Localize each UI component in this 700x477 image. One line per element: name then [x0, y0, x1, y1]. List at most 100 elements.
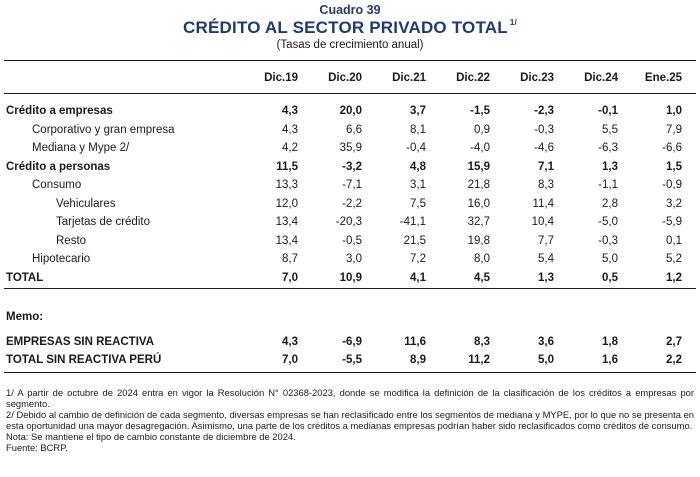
cell-value: 4,5 — [474, 271, 490, 284]
cell-value: 10,9 — [339, 271, 362, 284]
cell-value: 11,6 — [404, 335, 426, 348]
cell-value: 8,7 — [282, 253, 298, 265]
footnote: 1/ A partir de octubre de 2024 entra en … — [6, 387, 694, 409]
cell-value: -20,3 — [335, 216, 362, 228]
column-header-row: Dic.19 Dic.20 Dic.21 Dic.22 Dic.23 Dic.2… — [4, 69, 696, 88]
column-header: Dic.20 — [328, 72, 362, 84]
cell-value: -1,5 — [470, 105, 490, 117]
table-number: Cuadro 39 — [319, 3, 381, 17]
cell-value: 5,2 — [666, 253, 682, 265]
memo-row: EMPRESAS SIN REACTIVA 4,3 -6,9 11,6 8,3 3,6 1,… — [4, 333, 696, 352]
cell-value: -5,9 — [662, 216, 682, 228]
cell-value: 7,5 — [410, 197, 426, 210]
cell-value: 5,5 — [602, 123, 618, 136]
cell-value: 5,0 — [538, 354, 554, 366]
cell-value: 11,4 — [532, 197, 554, 210]
cell-value: 19,8 — [467, 234, 490, 247]
total-rule — [4, 288, 696, 289]
cell-value: 1,3 — [602, 160, 618, 173]
column-header: Dic.21 — [392, 72, 426, 84]
footnote: Fuente: BCRP. — [6, 442, 68, 453]
table-row: Corporativo y gran empresa 4,3 6,6 8,1 0,9 -0… — [4, 121, 696, 140]
table-subtitle: (Tasas de crecimiento anual) — [276, 39, 424, 51]
cell-value: 32,7 — [467, 216, 490, 228]
row-label: Hipotecario — [32, 253, 91, 265]
cell-value: -0,4 — [406, 142, 426, 154]
footnote: Nota: Se mantiene el tipo de cambio cons… — [6, 431, 296, 442]
row-label: Crédito a empresas — [6, 105, 113, 117]
empty-cell — [376, 308, 440, 327]
row-label: Consumo — [32, 179, 82, 191]
cell-value: -6,6 — [662, 142, 682, 154]
cell-value: 8,0 — [474, 253, 490, 265]
cell-value: 7,2 — [410, 253, 426, 265]
memo-label: Memo: — [6, 311, 44, 323]
cell-value: 3,7 — [410, 105, 426, 117]
cell-value: 5,0 — [602, 253, 618, 265]
header-rule — [4, 93, 696, 94]
cell-value: -0,1 — [598, 105, 618, 117]
empty-cell — [312, 308, 376, 327]
row-label: EMPRESAS SIN REACTIVA — [6, 335, 155, 348]
cell-value: 13,4 — [275, 216, 298, 228]
table-row: TOTAL 7,0 10,9 4,1 4,5 1,3 0,5 1,2 — [4, 269, 696, 288]
column-header: Dic.22 — [456, 72, 490, 84]
cell-value: 7,0 — [282, 271, 298, 284]
cell-value: -2,2 — [342, 197, 362, 210]
cell-value: 4,3 — [282, 105, 298, 117]
row-label: Mediana y Mype 2/ — [32, 142, 130, 154]
cell-value: 16,0 — [467, 197, 490, 210]
cell-value: 6,6 — [346, 123, 362, 136]
cell-value: 13,3 — [275, 179, 298, 191]
cell-value: 2,8 — [602, 197, 618, 210]
cell-value: -0,9 — [662, 179, 682, 191]
table-row: Vehiculares 12,0 -2,2 7,5 16,0 11,4 2,8 3,2 — [4, 195, 696, 214]
cell-value: 3,1 — [410, 179, 426, 191]
table-title: CRÉDITO AL SECTOR PRIVADO TOTAL 1/ — [0, 18, 700, 38]
cell-value: 10,4 — [531, 216, 554, 228]
row-label: Vehiculares — [56, 197, 116, 210]
memo-table: Memo: EMPRESAS SIN REACTIVA 4,3 -6,9 11,6 8,3… — [4, 308, 696, 370]
empty-cell — [248, 308, 312, 327]
column-header: Dic.24 — [584, 72, 618, 84]
cell-value: 12,0 — [275, 197, 298, 210]
footnote: 2/ Debido al cambio de definición de cad… — [6, 409, 694, 431]
cell-value: 11,5 — [276, 160, 298, 173]
column-header: Dic.23 — [520, 72, 554, 84]
cell-value: 7,0 — [282, 354, 298, 366]
table-row: Crédito a personas 11,5 -3,2 4,8 15,9 7,1 1,3 1… — [4, 158, 696, 177]
cell-value: 2,7 — [666, 335, 682, 348]
column-header: Dic.19 — [264, 72, 298, 84]
row-label: Tarjetas de crédito — [56, 216, 150, 228]
cell-value: 1,8 — [602, 335, 618, 348]
cell-value: 3,2 — [666, 197, 682, 210]
cell-value: 0,5 — [602, 271, 618, 284]
cell-value: -5,0 — [598, 216, 618, 228]
cell-value: -0,5 — [342, 234, 362, 247]
row-label: Crédito a personas — [6, 160, 111, 173]
cell-value: 11,2 — [468, 354, 490, 366]
memo-row: TOTAL SIN REACTIVA PERÚ 7,0 -5,5 8,9 11,2 5,0… — [4, 351, 696, 370]
row-label: Corporativo y gran empresa — [32, 123, 175, 136]
cell-value: 20,0 — [339, 105, 362, 117]
cell-value: -41,1 — [399, 216, 426, 228]
cell-value: 1,0 — [666, 105, 682, 117]
cell-value: 5,4 — [538, 253, 554, 265]
cell-value: 4,2 — [282, 142, 298, 154]
cell-value: 3,0 — [346, 253, 362, 265]
cell-value: 2,2 — [666, 354, 682, 366]
table-row: Mediana y Mype 2/4,2 35,9 -0,4 -4,0 -4,6 -6,3… — [4, 139, 696, 158]
column-header-label — [4, 69, 248, 88]
cell-value: 1,6 — [602, 354, 618, 366]
cell-value: -1,1 — [598, 179, 618, 191]
bottom-rule — [4, 372, 696, 374]
footnotes: 1/ A partir de octubre de 2024 entra en … — [6, 387, 694, 453]
cell-value: -6,9 — [342, 335, 362, 348]
table-row: Resto 13,4 -0,5 21,5 19,8 7,7 -0,3 0,1 — [4, 232, 696, 251]
empty-cell — [504, 308, 568, 327]
table-row: Consumo 13,3 -7,1 3,1 21,8 8,3 -1,1 -0,9 — [4, 176, 696, 195]
credit-growth-table: Crédito a empresas 4,3 20,0 3,7 -1,5 -2,3 -0,1… — [4, 102, 696, 287]
cell-value: 3,6 — [538, 335, 554, 348]
cell-value: 0,9 — [474, 123, 490, 136]
cell-value: -4,0 — [470, 142, 490, 154]
